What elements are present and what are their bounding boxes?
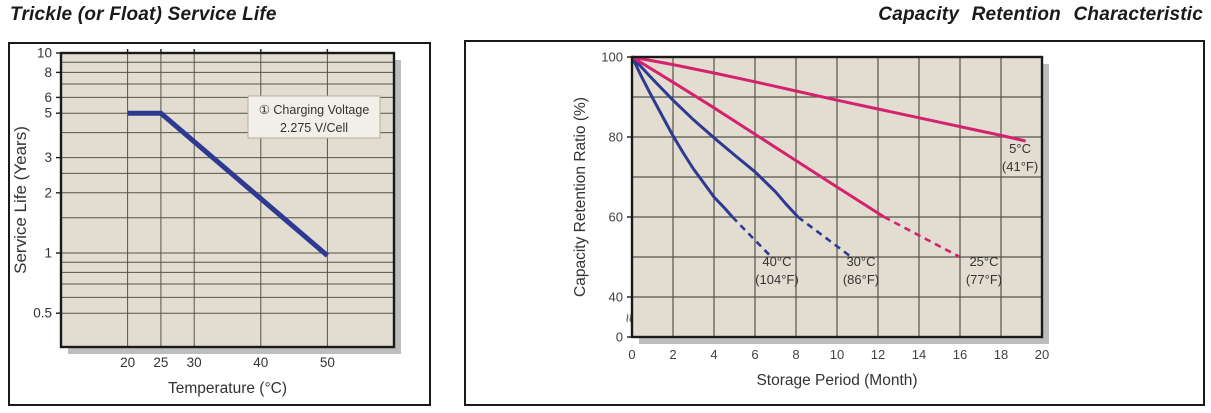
- capacity-retention-title: Capacity Retention Characteristic: [878, 4, 1203, 25]
- x-tick-label: 20: [1035, 347, 1049, 362]
- x-tick-label: 18: [994, 347, 1008, 362]
- gridlines: [61, 52, 394, 347]
- x-tick-label: 2: [669, 347, 676, 362]
- x-tick-label: 25: [153, 355, 168, 370]
- curve-label-30C-line1: 30°C: [846, 254, 875, 269]
- y-tick-label: 0: [616, 330, 623, 345]
- x-tick-label: 50: [320, 355, 335, 370]
- y-tick-label: 60: [609, 210, 623, 225]
- x-tick-label: 6: [751, 347, 758, 362]
- x-tick-label: 8: [792, 347, 799, 362]
- y-axis-break: ≈: [620, 314, 637, 322]
- capacity-retention-panel: 40°C (104°F) 30°C (86°F) 25°C (77°F) 5°C (41°F)…: [464, 40, 1205, 406]
- y-tick-label: 8: [44, 65, 52, 80]
- series-25C-dashed: [883, 215, 961, 259]
- y-axis-label: Capacity Retention Ratio (%): [572, 97, 589, 297]
- y-tick-label: 5: [44, 106, 52, 121]
- y-tick-label: 2: [44, 185, 52, 200]
- curve-label-30C-line2: (86°F): [843, 272, 879, 287]
- y-tick-label: 0.5: [33, 306, 52, 321]
- x-tick-label: 0: [628, 347, 635, 362]
- x-tick-label: 4: [710, 347, 717, 362]
- service-life-panel: ① Charging Voltage 2.275 V/Cell 10 8 6 5 3 2 1 0.…: [8, 42, 431, 406]
- y-tick-label: 80: [609, 130, 623, 145]
- series-40C-dashed: [731, 216, 773, 258]
- x-tick-label: 12: [871, 347, 885, 362]
- annotation-line2: 2.275 V/Cell: [280, 121, 348, 135]
- service-life-plot: ① Charging Voltage 2.275 V/Cell 10 8 65 3 2 1 0.…: [11, 46, 401, 397]
- curve-label-40C-line2: (104°F): [755, 272, 799, 287]
- y-tick-label: 1: [44, 246, 52, 261]
- series-25C-solid: [631, 55, 885, 219]
- plot-border: [59, 51, 396, 349]
- y-tick-label: 6: [44, 90, 52, 105]
- x-tick-label: 40: [253, 355, 268, 370]
- series-40C-solid: [630, 56, 734, 218]
- series-5C-solid: [631, 55, 1026, 143]
- curve-label-25C-line2: (77°F): [966, 272, 1002, 287]
- x-axis-label: Temperature (°C): [168, 380, 287, 397]
- x-axis-label: Storage Period (Month): [756, 372, 917, 389]
- curve-label-5C-line1: 5°C: [1009, 141, 1031, 156]
- capacity-retention-plot: 40°C (104°F) 30°C (86°F) 25°C (77°F) 5°C (41°F)…: [572, 50, 1049, 390]
- x-tick-label: 10: [830, 347, 844, 362]
- curve-label-40C-line1: 40°C: [762, 254, 791, 269]
- y-tick-label: 3: [44, 150, 52, 165]
- y-tick-label: 100: [601, 50, 623, 65]
- x-tick-label: 16: [953, 347, 967, 362]
- service-life-title: Trickle (or Float) Service Life: [10, 4, 277, 25]
- y-tick-label: 40: [609, 290, 623, 305]
- annotation-line1: ① Charging Voltage: [259, 103, 370, 117]
- plot-border: [630, 55, 1044, 339]
- series-30C-solid: [630, 55, 800, 219]
- series-service-life-vs-temperature: [127, 110, 330, 258]
- x-tick-label: 30: [187, 355, 202, 370]
- annotation-box: [247, 95, 381, 139]
- curve-label-25C-line1: 25°C: [969, 254, 998, 269]
- x-tick-label: 20: [120, 355, 135, 370]
- x-tick-label: 14: [912, 347, 926, 362]
- curve-label-5C-line2: (41°F): [1002, 159, 1038, 174]
- y-axis-label: Service Life (Years): [11, 126, 30, 274]
- y-tick-label: 10: [37, 46, 52, 61]
